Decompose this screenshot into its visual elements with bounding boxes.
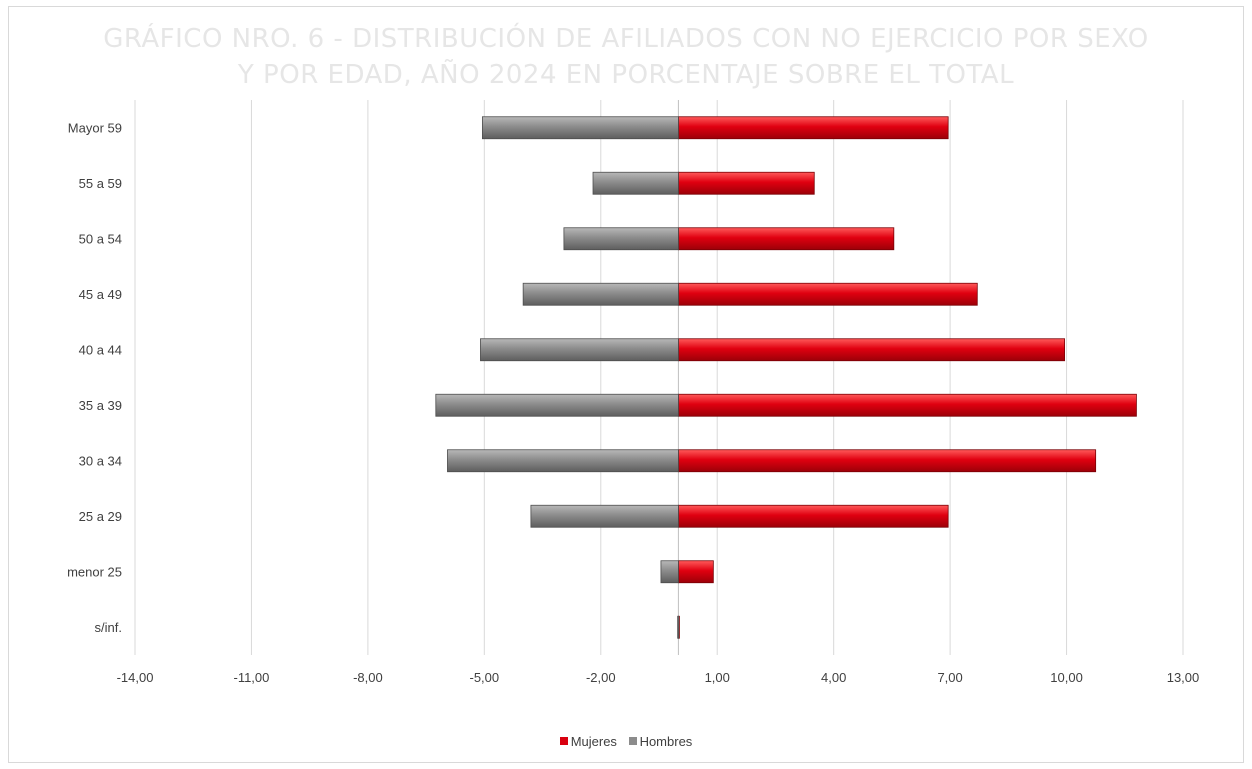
x-tick-label: 4,00	[821, 670, 846, 685]
x-tick-label: -8,00	[353, 670, 383, 685]
bar-mujeres-30-a-34	[678, 449, 1097, 473]
y-tick-label: 55 a 59	[79, 176, 122, 191]
bars	[435, 116, 1137, 639]
chart-title-line-2: Y POR EDAD, AÑO 2024 EN PORCENTAJE SOBRE…	[237, 60, 1015, 90]
x-tick-label: -11,00	[233, 670, 269, 685]
x-tick-label: 1,00	[705, 670, 730, 685]
x-tick-label: -5,00	[470, 670, 500, 685]
legend-label-mujeres: Mujeres	[570, 733, 617, 749]
gridlines	[134, 100, 1184, 655]
legend: Mujeres Hombres	[0, 733, 1252, 749]
bar-hombres-45-a-49	[522, 282, 679, 306]
bar-hombres-25-a-29	[530, 504, 679, 528]
bar-hombres-s-inf	[677, 615, 680, 639]
bar-mujeres-40-a-44	[678, 338, 1066, 362]
y-tick-label: 35 a 39	[79, 398, 122, 413]
y-tick-label: s/inf.	[95, 620, 122, 635]
bar-hombres-40-a-44	[480, 338, 679, 362]
x-axis-labels: -14,00 -11,00 -8,00 -5,00 -2,00 1,00 4,00 7,00 1…	[117, 670, 1200, 685]
x-tick-label: -14,00	[117, 670, 154, 685]
x-tick-label: -2,00	[586, 670, 616, 685]
legend-item-mujeres: Mujeres	[559, 733, 617, 749]
bar-mujeres-mayor-59	[678, 116, 949, 140]
legend-label-hombres: Hombres	[639, 733, 693, 749]
bar-hombres-50-a-54	[563, 227, 679, 251]
bar-hombres-mayor-59	[481, 116, 679, 140]
x-tick-label: 10,00	[1050, 670, 1083, 685]
chart-title: GRÁFICO NRO. 6 - DISTRIBUCIÓN DE AFILIAD…	[9, 21, 1243, 93]
x-tick-label: 7,00	[937, 670, 962, 685]
bar-mujeres-45-a-49	[678, 282, 978, 306]
bar-mujeres-55-a-59	[678, 171, 815, 195]
y-tick-label: 45 a 49	[79, 287, 122, 302]
y-tick-label: 25 a 29	[79, 509, 122, 524]
bar-hombres-55-a-59	[592, 171, 679, 195]
y-tick-label: 40 a 44	[79, 342, 122, 357]
y-tick-label: menor 25	[67, 564, 122, 579]
bar-hombres-35-a-39	[435, 393, 679, 417]
y-tick-label: 30 a 34	[79, 453, 122, 468]
legend-swatch-hombres	[628, 737, 637, 745]
bar-mujeres-25-a-29	[678, 504, 949, 528]
x-tick-label: 13,00	[1167, 670, 1200, 685]
chart-title-line-1: GRÁFICO NRO. 6 - DISTRIBUCIÓN DE AFILIAD…	[103, 24, 1149, 54]
bar-mujeres-35-a-39	[678, 393, 1137, 417]
bar-mujeres-menor-25	[678, 560, 714, 584]
y-tick-label: 50 a 54	[79, 231, 122, 246]
bar-hombres-30-a-34	[447, 449, 679, 473]
y-axis-labels: Mayor 59 55 a 59 50 a 54 45 a 49 40 a 44 35 a…	[67, 120, 122, 635]
legend-item-hombres: Hombres	[628, 733, 693, 749]
bar-mujeres-50-a-54	[678, 227, 895, 251]
y-tick-label: Mayor 59	[68, 120, 122, 135]
bar-hombres-menor-25	[660, 560, 679, 584]
legend-swatch-mujeres	[559, 737, 568, 745]
